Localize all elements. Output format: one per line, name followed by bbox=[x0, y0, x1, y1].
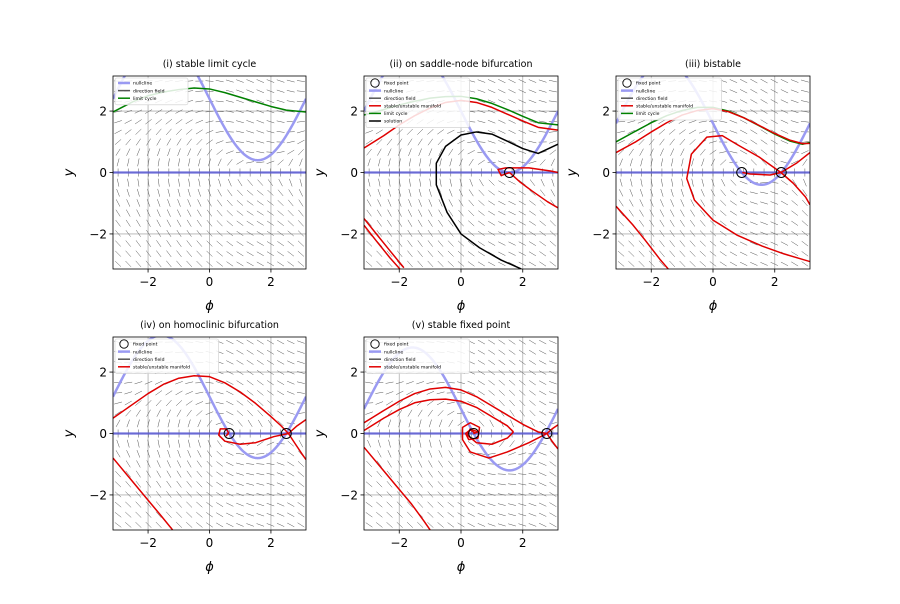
legend-entry-label: limit cycle bbox=[636, 111, 660, 117]
legend-entry-label: direction field bbox=[133, 88, 165, 94]
y-tick-label: 2 bbox=[350, 366, 358, 380]
x-tick-label: 0 bbox=[709, 275, 717, 289]
y-tick-label: −2 bbox=[340, 488, 358, 502]
panel-title: (v) stable fixed point bbox=[412, 320, 511, 331]
x-tick-label: 0 bbox=[457, 536, 465, 550]
legend-entry-label: direction field bbox=[133, 357, 165, 363]
x-tick-label: −2 bbox=[139, 536, 157, 550]
y-tick-label: 0 bbox=[602, 166, 610, 180]
legend-entry-label: limit cycle bbox=[384, 111, 408, 117]
x-tick-label: −2 bbox=[139, 275, 157, 289]
legend-entry-label: direction field bbox=[636, 96, 668, 102]
legend-entry-label: stable/unstable manifold bbox=[636, 104, 693, 110]
legend-entry-label: fixed point bbox=[636, 81, 661, 87]
x-tick-label: 0 bbox=[457, 275, 465, 289]
x-tick-label: 2 bbox=[267, 536, 275, 550]
x-axis-label: ϕ bbox=[709, 299, 718, 314]
legend-entry-label: direction field bbox=[384, 357, 416, 363]
x-tick-label: 2 bbox=[519, 536, 527, 550]
legend-entry-label: fixed point bbox=[384, 342, 409, 348]
y-tick-label: 2 bbox=[99, 105, 107, 119]
legend-box bbox=[618, 78, 722, 120]
legend-entry-label: stable/unstable manifold bbox=[133, 365, 190, 371]
x-tick-label: 0 bbox=[206, 536, 214, 550]
y-tick-label: 2 bbox=[350, 105, 358, 119]
y-axis-label: y bbox=[313, 168, 328, 177]
legend-entry-label: nullcline bbox=[133, 81, 152, 87]
y-tick-label: −2 bbox=[89, 488, 107, 502]
legend-entry-label: fixed point bbox=[384, 81, 409, 87]
y-axis-label: y bbox=[62, 168, 77, 177]
y-tick-label: −2 bbox=[89, 227, 107, 241]
x-axis-label: ϕ bbox=[205, 299, 214, 314]
legend-entry-label: nullcline bbox=[133, 349, 152, 355]
legend-entry-label: limit cycle bbox=[133, 96, 157, 102]
x-tick-label: 2 bbox=[771, 275, 779, 289]
x-tick-label: −2 bbox=[390, 536, 408, 550]
legend-entry-label: direction field bbox=[384, 96, 416, 102]
x-tick-label: −2 bbox=[642, 275, 660, 289]
panel-title: (ii) on saddle-node bifurcation bbox=[389, 59, 532, 70]
y-tick-label: 0 bbox=[350, 166, 358, 180]
legend-entry-label: stable/unstable manifold bbox=[384, 104, 441, 110]
y-axis-label: y bbox=[313, 429, 328, 438]
legend-entry-label: nullcline bbox=[636, 88, 655, 94]
x-axis-label: ϕ bbox=[457, 560, 466, 575]
y-tick-label: 2 bbox=[99, 366, 107, 380]
legend-entry-label: solution bbox=[384, 119, 402, 125]
legend-entry-label: nullcline bbox=[384, 88, 403, 94]
y-tick-label: 0 bbox=[99, 166, 107, 180]
x-tick-label: 2 bbox=[519, 275, 527, 289]
y-tick-label: −2 bbox=[340, 227, 358, 241]
y-axis-label: y bbox=[565, 168, 580, 177]
x-axis-label: ϕ bbox=[457, 299, 466, 314]
y-tick-label: 2 bbox=[602, 105, 610, 119]
x-tick-label: 0 bbox=[206, 275, 214, 289]
y-axis-label: y bbox=[62, 429, 77, 438]
legend-box bbox=[366, 78, 470, 128]
legend-entry-label: stable/unstable manifold bbox=[384, 365, 441, 371]
y-tick-label: 0 bbox=[350, 427, 358, 441]
y-tick-label: −2 bbox=[592, 227, 610, 241]
legend-entry-label: nullcline bbox=[384, 349, 403, 355]
x-tick-label: −2 bbox=[390, 275, 408, 289]
y-tick-label: 0 bbox=[99, 427, 107, 441]
panel-title: (iii) bistable bbox=[685, 59, 741, 70]
x-axis-label: ϕ bbox=[205, 560, 214, 575]
legend-entry-label: fixed point bbox=[133, 342, 158, 348]
panel-title: (iv) on homoclinic bifurcation bbox=[140, 320, 279, 331]
panel-title: (i) stable limit cycle bbox=[163, 59, 257, 70]
x-tick-label: 2 bbox=[267, 275, 275, 289]
